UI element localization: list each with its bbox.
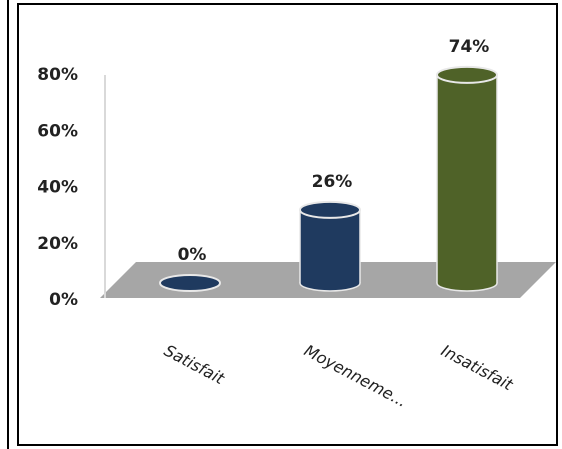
y-tick-label: 60% xyxy=(37,121,78,141)
bar-top xyxy=(299,200,361,219)
value-label: 74% xyxy=(449,37,490,57)
y-tick-label: 80% xyxy=(37,65,78,85)
bar xyxy=(437,74,497,283)
y-tick-label: 20% xyxy=(37,234,78,254)
value-label: 26% xyxy=(312,172,353,192)
y-tick-label: 0% xyxy=(49,290,78,310)
bar-top xyxy=(436,65,498,84)
bar-top xyxy=(159,274,221,292)
value-label: 0% xyxy=(178,245,207,265)
bar xyxy=(300,209,360,283)
y-tick-label: 40% xyxy=(37,178,78,198)
